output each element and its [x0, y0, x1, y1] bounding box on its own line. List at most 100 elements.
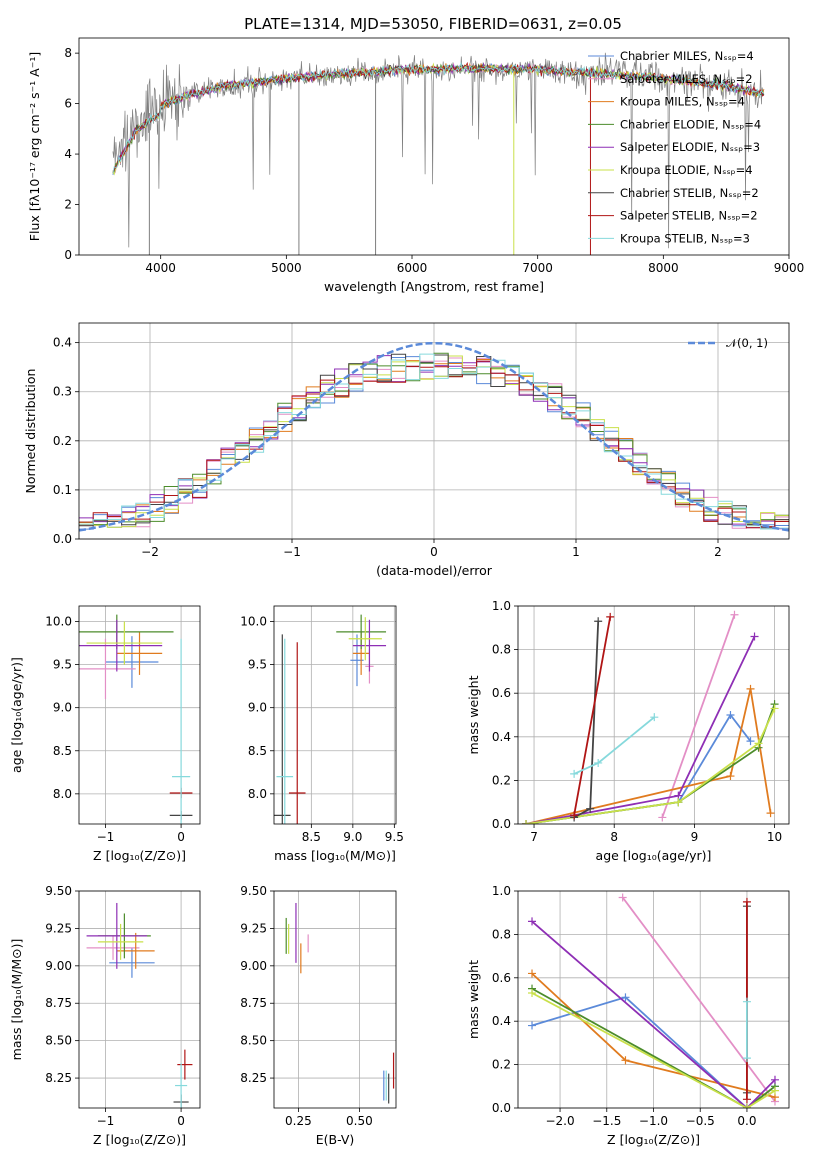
weight-marker: [522, 820, 531, 824]
weight_vs_age-xtick-label: 7: [530, 830, 538, 844]
weight_vs_age-ytick-label: 1.0: [492, 599, 511, 613]
weight-marker: [674, 798, 683, 807]
weight-marker: [606, 612, 615, 621]
weight-marker: [528, 969, 537, 978]
weight_vs_Z-xlabel: Z [log₁₀(Z/Z⊙)]: [607, 1132, 700, 1147]
weight-marker: [746, 737, 755, 746]
mass_vs_Z-xlabel: Z [log₁₀(Z/Z⊙)]: [93, 1132, 186, 1147]
residuals-plot: [79, 341, 789, 532]
age_vs_mass-xtick-label: 8.5: [302, 830, 321, 844]
weight-marker: [766, 809, 775, 818]
weight_vs_Z-panel: −2.0 −1.5 −1.0 −0.5 0.0 0.0 0.2 0.4 0.6 0.8 1.0 Z […: [466, 884, 790, 1147]
weight_vs_age-ytick-label: 0.2: [492, 773, 511, 787]
weight-marker: [594, 758, 603, 767]
mass_vs_Z-ytick-label: 8.25: [45, 1071, 72, 1085]
weight_vs_age-ytick-label: 0.4: [492, 730, 511, 744]
weight-line: [525, 688, 772, 824]
mass_vs_ebv-grid: [274, 890, 396, 1108]
weight_vs_Z-frame: [517, 890, 790, 1109]
normal-curve: [79, 341, 789, 532]
mass_vs_ebv-panel: 0.25 0.50 8.25 8.50 8.75 9.00 9.25 9.50 E(B-V): [240, 884, 397, 1147]
weight_vs_age-panel: 7 8 9 10 0.0 0.2 0.4 0.6 0.8 1.0 age [log₁₀(age/yr…: [466, 599, 790, 863]
residuals-xtick-label: 2: [714, 545, 722, 559]
weight-marker: [621, 993, 630, 1002]
weight_vs_Z-ytick-label: 0.0: [492, 1101, 511, 1115]
weight_vs_Z-plot: [528, 893, 779, 1108]
mass_vs_ebv-xtick-label: 0.25: [285, 1114, 312, 1128]
mass_vs_Z-frame: [78, 890, 201, 1109]
age_vs_Z-ytick-label: 8.0: [53, 787, 72, 801]
weight-marker: [770, 1086, 779, 1095]
residuals-xtick-label: −2: [141, 545, 159, 559]
weight_vs_age-xlabel: age [log₁₀(age/yr)]: [596, 848, 712, 863]
mass_vs_Z-xtick-label: −1: [97, 1114, 115, 1128]
weight_vs_age-ytick-label: 0.8: [492, 643, 511, 657]
weight-marker: [594, 617, 603, 626]
legend-label: Chabrier ELODIE, Nₛₛₚ=4: [620, 117, 761, 131]
weight-marker: [750, 632, 759, 641]
age_vs_mass-ytick-label: 8.0: [248, 787, 267, 801]
age_vs_Z-frame: [78, 605, 201, 825]
weight_vs_Z-ytick-label: 0.6: [492, 971, 511, 985]
spectrum-xtick-label: 7000: [522, 261, 553, 275]
weight-line: [531, 992, 776, 1108]
weight_vs_Z-xtick-label: −2.0: [545, 1114, 574, 1128]
mass_vs_ebv-ytick-label: 9.25: [240, 921, 267, 935]
mass_vs_Z-ytick-label: 9.00: [45, 959, 72, 973]
weight_vs_age-xtick-label: 10: [767, 830, 782, 844]
legend-label: Chabrier MILES, Nₛₛₚ=4: [620, 49, 754, 63]
spectrum-xtick-label: 5000: [271, 261, 302, 275]
mass_vs_Z-ylabel: mass [log₁₀(M/M⊙)]: [9, 939, 24, 1061]
weight_vs_Z-ytick-label: 0.8: [492, 927, 511, 941]
legend-label: Salpeter STELIB, Nₛₛₚ=2: [620, 209, 758, 223]
weight-marker: [650, 713, 659, 722]
spectrum-ylabel: Flux [fλ10⁻¹⁷ erg cm⁻² s⁻¹ A⁻¹]: [27, 52, 42, 241]
weight-line: [661, 614, 736, 818]
residuals-panel: −2 −1 0 1 2 0.0 0.1 0.2 0.3 0.4 (data-model)/error…: [23, 322, 790, 578]
age_vs_Z-panel: −1 0 8.0 8.5 9.0 9.5 10.0 Z [log₁₀(Z/Z⊙)] age [l…: [9, 605, 201, 863]
weight_vs_Z-xtick-label: 0.0: [737, 1114, 756, 1128]
residuals-ylabel: Normed distribution: [23, 369, 38, 494]
mass_vs_ebv-xtick-label: 0.50: [346, 1114, 373, 1128]
age_vs_mass-ytick-label: 9.5: [248, 658, 267, 672]
mass_vs_Z-ytick-label: 8.50: [45, 1034, 72, 1048]
age_vs_Z-ytick-label: 8.5: [53, 744, 72, 758]
residual-histogram: [79, 353, 789, 530]
mass_vs_Z-plot: [86, 902, 193, 1108]
mass_vs_Z-grid: [79, 890, 200, 1108]
weight-marker: [570, 811, 579, 820]
mass_vs_ebv-ytick-label: 9.00: [240, 959, 267, 973]
weight-marker: [742, 897, 751, 906]
legend-label: Kroupa MILES, Nₛₛₚ=4: [620, 95, 745, 109]
spectrum-plot: [112, 52, 765, 255]
age_vs_mass-xlabel: mass [log₁₀(M/M⊙)]: [274, 848, 396, 863]
age_vs_mass-ytick-label: 8.5: [248, 744, 267, 758]
residuals-ytick-label: 0.0: [53, 532, 72, 546]
age_vs_Z-xlabel: Z [log₁₀(Z/Z⊙)]: [93, 848, 186, 863]
weight-marker: [726, 711, 735, 719]
age_vs_mass-panel: 8.5 9.0 9.5 8.0 8.5 9.0 9.5 10.0 mass [log₁₀(M/M…: [240, 605, 404, 863]
spectrum-xtick-label: 9000: [774, 261, 805, 275]
mass_vs_Z-xtick-label: 0: [177, 1114, 185, 1128]
mass_vs_ebv-frame: [273, 890, 397, 1109]
weight-line: [573, 621, 600, 819]
weight-marker: [528, 917, 537, 926]
age_vs_mass-frame: [273, 605, 397, 825]
weight-marker: [742, 1104, 751, 1108]
legend-label: Kroupa ELODIE, Nₛₛₚ=4: [620, 163, 753, 177]
residuals-ytick-label: 0.3: [53, 385, 72, 399]
age_vs_mass-plot: [274, 614, 387, 824]
weight-marker: [754, 739, 763, 748]
weight_vs_Z-ytick-label: 0.4: [492, 1014, 511, 1028]
weight_vs_age-frame: [517, 605, 790, 825]
weight-marker: [726, 772, 735, 781]
weight_vs_Z-ytick-label: 1.0: [492, 884, 511, 898]
residuals-ytick-label: 0.2: [53, 434, 72, 448]
residuals-frame: [78, 322, 790, 540]
spectrum-ytick-label: 8: [64, 46, 72, 60]
residuals-ytick-label: 0.1: [53, 483, 72, 497]
age_vs_Z-ylabel: age [log₁₀(age/yr)]: [9, 657, 24, 773]
mass_vs_Z-panel: −1 0 8.25 8.50 8.75 9.00 9.25 9.50 Z [log₁₀(Z/Z⊙…: [9, 884, 201, 1147]
residuals-ytick-label: 0.4: [53, 336, 72, 350]
weight-marker: [658, 813, 667, 822]
